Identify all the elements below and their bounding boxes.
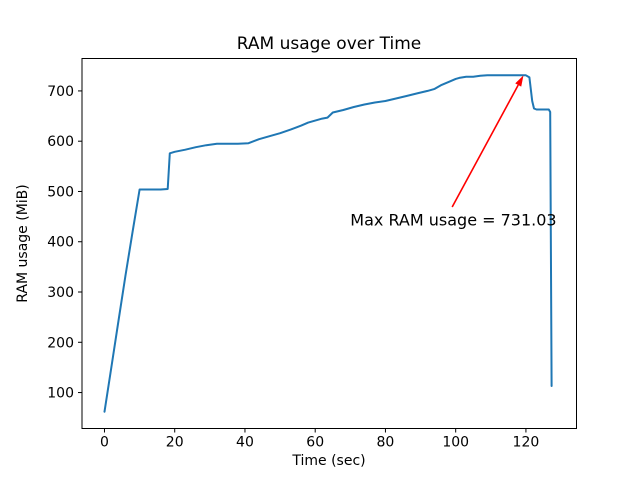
- x-tick-label: 20: [166, 435, 184, 451]
- y-tick-label: 400: [47, 235, 74, 251]
- annotation-arrow-shaft: [451, 84, 519, 208]
- y-tick-label: 700: [47, 84, 74, 100]
- x-tick-label: 80: [377, 435, 395, 451]
- y-tick-label: 600: [47, 134, 74, 150]
- annotation-arrow-head: [515, 75, 524, 87]
- data-series: [103, 74, 553, 413]
- y-tick-label: 200: [47, 335, 74, 351]
- y-axis-label: RAM usage (MiB): [15, 184, 31, 302]
- axis-tick-labels: 0 20 40 60 80 100 120 100 200 300 400 500 600 700: [47, 84, 539, 451]
- chart-title: RAM usage over Time: [237, 34, 421, 54]
- x-axis-label: Time (sec): [291, 453, 365, 469]
- plot-area-frame: [81, 58, 577, 429]
- y-tick-label: 500: [47, 184, 74, 200]
- ram-usage-line: [103, 74, 553, 413]
- x-tick-label: 0: [100, 435, 109, 451]
- max-annotation-arrow: [451, 75, 524, 208]
- x-tick-label: 120: [513, 435, 540, 451]
- axis-ticks: [78, 90, 527, 433]
- y-tick-label: 100: [47, 386, 74, 402]
- x-tick-label: 40: [236, 435, 254, 451]
- y-tick-label: 300: [47, 285, 74, 301]
- x-tick-label: 60: [306, 435, 324, 451]
- max-ram-annotation-text: Max RAM usage = 731.03: [350, 211, 556, 230]
- x-tick-label: 100: [442, 435, 469, 451]
